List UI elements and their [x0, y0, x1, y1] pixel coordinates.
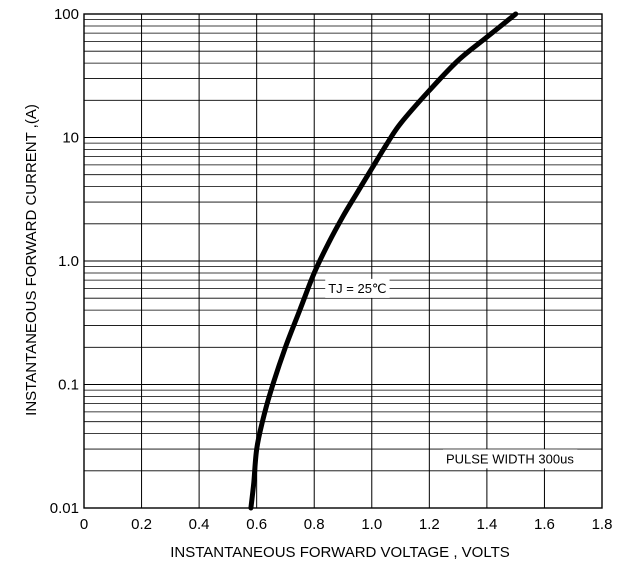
y-tick-label: 100 [54, 6, 79, 23]
y-tick-label: 0.1 [58, 377, 79, 394]
x-tick-label: 0 [80, 516, 88, 533]
y-tick-label: 1.0 [58, 253, 79, 270]
series-layer [248, 11, 519, 511]
annotation-layer: TJ = 25℃ PULSE WIDTH 300us [325, 278, 578, 469]
x-tick-label: 0.2 [131, 516, 152, 533]
grid [83, 14, 603, 509]
x-tick-label: 0.8 [304, 516, 325, 533]
y-tick-label: 0.01 [50, 500, 79, 517]
x-tick-label: 1.2 [419, 516, 440, 533]
series-line-0 [248, 11, 519, 511]
plot-frame [83, 13, 603, 509]
x-tick-labels: 0 0.2 0.4 0.6 0.8 1.0 1.2 1.4 1.6 1.8 [80, 516, 613, 533]
annotation-0: TJ = 25℃ [328, 281, 386, 296]
annotation-1: PULSE WIDTH 300us [446, 451, 574, 466]
x-tick-label: 1.8 [592, 516, 613, 533]
x-tick-label: 0.6 [246, 516, 267, 533]
x-axis-label: INSTANTANEOUS FORWARD VOLTAGE , VOLTS [170, 544, 510, 561]
x-tick-label: 1.4 [476, 516, 497, 533]
y-axis-label: INSTANTANEOUS FORWARD CURRENT ,(A) [23, 104, 40, 416]
x-tick-label: 1.6 [534, 516, 555, 533]
y-tick-labels: 0.01 0.1 1.0 10 100 [50, 6, 79, 517]
x-tick-label: 1.0 [361, 516, 382, 533]
y-tick-label: 10 [62, 130, 79, 147]
x-tick-label: 0.4 [189, 516, 210, 533]
annotation-background [442, 449, 578, 469]
annotation-background [325, 278, 390, 298]
